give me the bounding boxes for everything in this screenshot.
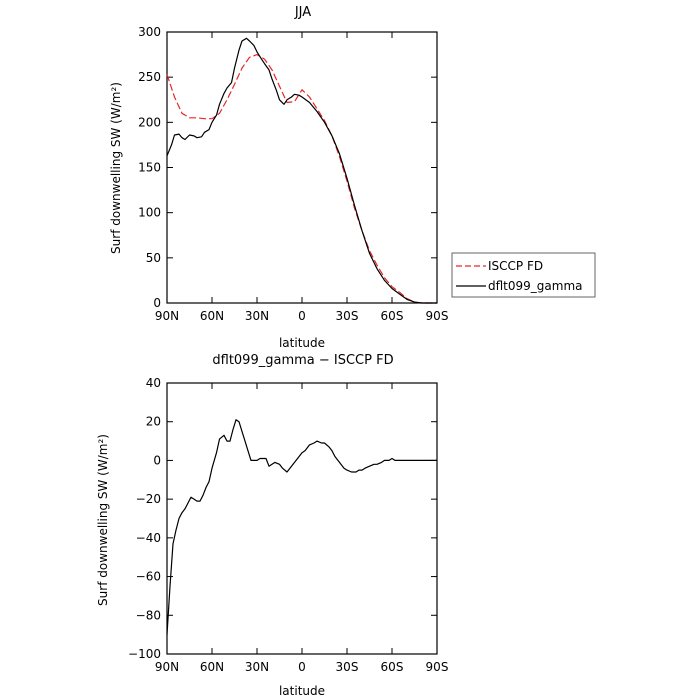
x-tick-label: 60S [381, 660, 404, 674]
y-tick-label: −80 [136, 608, 161, 622]
panel-jja: JJA 90N 60N 30N 0 30S 60S 90S 0 50 100 150 200 250 30… [109, 5, 448, 350]
series-line-difference [166, 419, 437, 635]
plot-frame [166, 31, 438, 304]
y-axis-label: Surf downwelling SW (W/m²) [109, 82, 123, 254]
series-lines [166, 37, 437, 304]
y-tick-label: 300 [138, 25, 161, 39]
y-tick-label: −20 [136, 492, 161, 506]
y-tick-label: 20 [146, 415, 161, 429]
x-tick-label: 90N [155, 660, 179, 674]
plot-frame [166, 382, 438, 655]
x-tick-label: 30N [245, 309, 269, 323]
x-tick-label: 30N [245, 660, 269, 674]
x-tick-label: 90S [426, 660, 449, 674]
y-tick-label: 50 [146, 251, 161, 265]
y-tick-label: 0 [153, 296, 161, 310]
x-tick-label: 60S [381, 309, 404, 323]
y-tick-label: −40 [136, 531, 161, 545]
y-tick-label: 250 [138, 70, 161, 84]
y-axis-label: Surf downwelling SW (W/m²) [96, 434, 110, 606]
x-tick-label: 0 [298, 660, 306, 674]
x-tick-label: 60N [200, 309, 224, 323]
axis-ticks: 90N 60N 30N 0 30S 60S 90S 0 50 100 150 200 250 300 [138, 25, 448, 323]
series-line-dflt099-gamma [166, 37, 437, 304]
y-tick-label: 0 [153, 453, 161, 467]
x-axis-label: latitude [279, 684, 325, 698]
y-tick-label: −60 [136, 570, 161, 584]
x-tick-label: 90S [426, 309, 449, 323]
series-line-isccp-fd [166, 53, 437, 304]
legend: ISCCP FD dflt099_gamma [451, 252, 596, 298]
y-tick-label: 40 [146, 376, 161, 390]
x-tick-label: 60N [200, 660, 224, 674]
axis-ticks: 90N 60N 30N 0 30S 60S 90S −100 −80 −60 −40 −20 0 20 40 [128, 376, 448, 674]
y-tick-label: 150 [138, 161, 161, 175]
y-tick-label: 100 [138, 206, 161, 220]
series-lines [166, 419, 437, 635]
x-axis-label: latitude [279, 336, 325, 350]
chart-title: JJA [294, 5, 311, 20]
x-tick-label: 30S [336, 309, 359, 323]
legend-label-dflt: dflt099_gamma [488, 279, 583, 293]
panel-difference: dflt099_gamma − ISCCP FD 90N 60N 30N 0 30S 60… [96, 353, 448, 698]
y-tick-label: −100 [128, 647, 161, 661]
x-tick-label: 90N [155, 309, 179, 323]
chart-title: dflt099_gamma − ISCCP FD [212, 353, 393, 368]
y-tick-label: 200 [138, 115, 161, 129]
x-tick-label: 30S [336, 660, 359, 674]
legend-label-isccp: ISCCP FD [488, 259, 543, 273]
legend-box [451, 252, 596, 298]
x-tick-label: 0 [298, 309, 306, 323]
